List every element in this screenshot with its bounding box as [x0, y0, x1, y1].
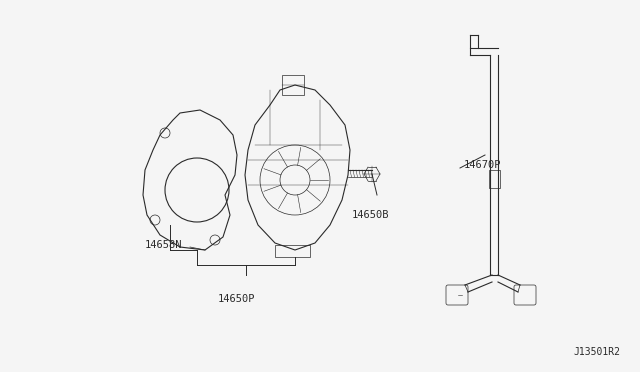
- Bar: [489, 170, 500, 188]
- Text: J13501R2: J13501R2: [573, 347, 620, 357]
- Text: 14650P: 14650P: [218, 294, 255, 304]
- Text: 14658N: 14658N: [145, 240, 182, 250]
- Bar: [275, 245, 310, 257]
- Bar: [282, 75, 304, 95]
- Text: 14650B: 14650B: [352, 210, 390, 220]
- Text: 14670P: 14670P: [464, 160, 502, 170]
